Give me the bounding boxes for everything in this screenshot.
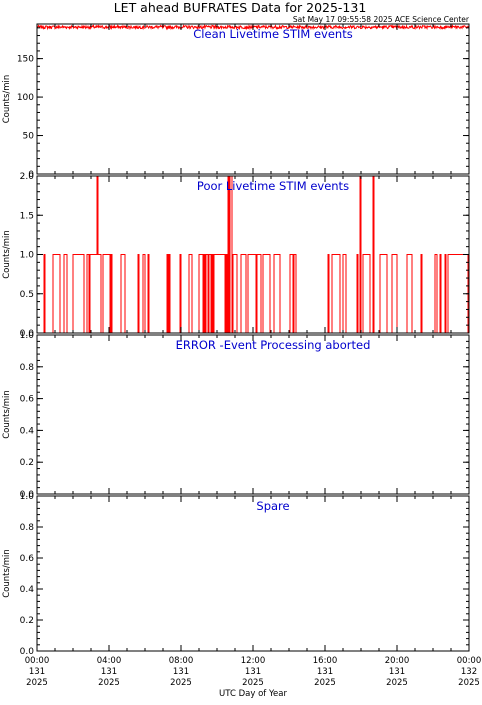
y-axis-label: Counts/min bbox=[2, 549, 12, 598]
x-tick-label: 2025 bbox=[170, 678, 192, 688]
x-tick-label: 08:00 bbox=[169, 656, 194, 666]
y-tick-label: 0.5 bbox=[20, 290, 34, 300]
y-tick-label: 0.2 bbox=[20, 458, 34, 468]
x-tick-label: 2025 bbox=[98, 678, 120, 688]
panel-title: Clean Livetime STIM events bbox=[193, 27, 352, 41]
x-tick-label: 2025 bbox=[458, 678, 480, 688]
y-tick-label: 0.0 bbox=[20, 329, 35, 339]
x-tick-label: 131 bbox=[29, 667, 45, 677]
x-tick-label: 2025 bbox=[26, 678, 48, 688]
x-tick-label: 2025 bbox=[314, 678, 336, 688]
x-tick-label: 12:00 bbox=[241, 656, 266, 666]
x-tick-label: 00:00 bbox=[457, 656, 482, 666]
panel-frame bbox=[36, 23, 470, 175]
x-tick-labels: 00:00131202504:00131202508:00131202512:0… bbox=[25, 656, 482, 688]
x-tick-label: 2025 bbox=[242, 678, 264, 688]
panel-2: 0.0 0.5 1.0 1.5 2.0 Poor Livetime STIM events… bbox=[2, 172, 470, 339]
series-line bbox=[37, 175, 469, 334]
x-tick-label: 131 bbox=[245, 667, 261, 677]
y-tick-label: 150 bbox=[17, 55, 34, 65]
timestamp: Sat May 17 09:55:58 2025 ACE Science Cen… bbox=[293, 15, 470, 24]
y-axis-label: Counts/min bbox=[2, 75, 12, 124]
panel-4: 0.0 0.2 0.4 0.6 0.8 1.0 Spare Counts/min bbox=[2, 492, 470, 657]
y-tick-label: 1.5 bbox=[20, 211, 34, 221]
y-tick-label: 50 bbox=[23, 132, 35, 142]
y-tick-label: 0.4 bbox=[20, 426, 35, 436]
y-tick-label: 100 bbox=[17, 93, 34, 103]
x-axis-label: UTC Day of Year bbox=[219, 689, 287, 699]
chart-title: LET ahead BUFRATES Data for 2025-131 bbox=[114, 0, 367, 15]
y-tick-label: 1.0 bbox=[20, 492, 35, 502]
panel-frame bbox=[36, 495, 470, 652]
y-tick-label: 0.2 bbox=[20, 616, 34, 626]
panel-title: Spare bbox=[256, 499, 289, 513]
x-tick-label: 131 bbox=[317, 667, 333, 677]
x-tick-label: 04:00 bbox=[97, 656, 122, 666]
y-axis-label: Counts/min bbox=[2, 230, 12, 279]
x-tick-label: 131 bbox=[173, 667, 189, 677]
y-tick-label: 0.8 bbox=[20, 363, 35, 373]
y-tick-label: 0.0 bbox=[20, 647, 35, 657]
y-tick-label: 1.0 bbox=[20, 251, 35, 261]
panel-title: Poor Livetime STIM events bbox=[197, 179, 349, 193]
panel-1: 0 50 100 150 Clean Livetime STIM events Count… bbox=[2, 23, 470, 180]
y-tick-label: 0.0 bbox=[20, 490, 35, 500]
y-tick-label: 0.8 bbox=[20, 523, 35, 533]
x-tick-label: 131 bbox=[101, 667, 117, 677]
y-tick-label: 1.0 bbox=[20, 331, 35, 341]
panel-title: ERROR -Event Processing aborted bbox=[176, 338, 371, 352]
x-tick-label: 20:00 bbox=[385, 656, 410, 666]
x-tick-label: 00:00 bbox=[25, 656, 50, 666]
panel-frame bbox=[36, 334, 470, 495]
panel-3: 0.0 0.2 0.4 0.6 0.8 1.0 ERROR -Event Processin… bbox=[2, 331, 470, 500]
y-tick-label: 0.4 bbox=[20, 585, 35, 595]
x-tick-label: 16:00 bbox=[313, 656, 338, 666]
y-tick-label: 2.0 bbox=[20, 172, 35, 182]
x-tick-label: 132 bbox=[461, 667, 477, 677]
y-tick-label: 0.6 bbox=[20, 554, 35, 564]
y-tick-label: 0 bbox=[28, 170, 34, 180]
y-tick-label: 0.6 bbox=[20, 395, 35, 405]
y-axis-label: Counts/min bbox=[2, 390, 12, 439]
x-tick-label: 2025 bbox=[386, 678, 408, 688]
x-tick-label: 131 bbox=[389, 667, 405, 677]
